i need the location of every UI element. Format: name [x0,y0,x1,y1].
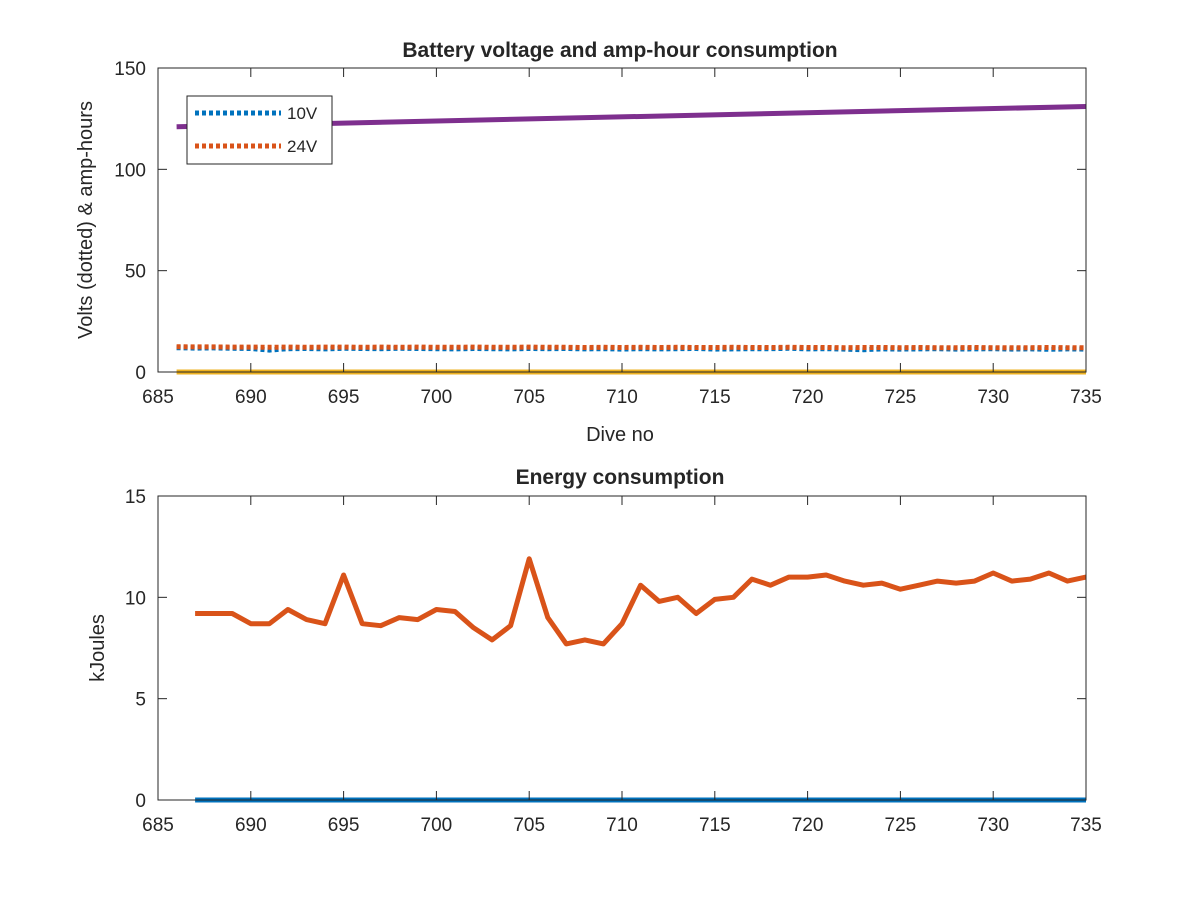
legend-label-24v: 24V [287,137,318,156]
x-tick-label: 720 [792,815,824,836]
chart-title: Battery voltage and amp-hour consumption [402,39,837,62]
x-tick-label: 725 [885,815,917,836]
x-tick-label: 700 [421,815,453,836]
chart-title: Energy consumption [516,466,725,489]
battery-panel: Battery voltage and amp-hour consumption… [75,39,1102,446]
ticks-layer: 685 690 695 700 705 710 715 720 725 730 735 0 50 100 1… [114,59,1102,408]
y-axis-label: Volts (dotted) & amp-hours [75,101,97,339]
x-tick-label: 710 [606,387,638,408]
x-tick-label: 710 [606,815,638,836]
series-line-0 [195,556,1087,647]
x-tick-label: 730 [977,387,1009,408]
x-tick-label: 695 [328,387,360,408]
y-tick-label: 5 [135,690,146,711]
y-tick-label: 50 [125,262,146,283]
legend-box [186,95,333,165]
x-tick-label: 735 [1070,815,1102,836]
y-tick-label: 0 [135,363,146,384]
y-axis-label: kJoules [87,614,109,682]
y-tick-label: 100 [114,160,146,181]
y-tick-label: 10 [125,588,146,609]
series-line-24v [176,344,1086,351]
x-tick-label: 695 [328,815,360,836]
ticks-layer: 685 690 695 700 705 710 715 720 725 730 735 0 5 10 15 [125,487,1102,836]
x-tick-label: 715 [699,815,731,836]
x-tick-label: 705 [513,387,545,408]
y-tick-label: 150 [114,59,146,80]
x-tick-label: 690 [235,387,267,408]
x-tick-label: 700 [421,387,453,408]
x-tick-label: 725 [885,387,917,408]
x-tick-label: 735 [1070,387,1102,408]
x-tick-label: 715 [699,387,731,408]
x-tick-label: 685 [142,387,174,408]
legend-label-10v: 10V [287,104,318,123]
x-tick-label: 705 [513,815,545,836]
energy-panel: Energy consumption 685 690 695 700 705 710 715… [87,466,1102,836]
x-tick-label: 720 [792,387,824,408]
y-tick-label: 15 [125,487,146,508]
legend: 10V 24V [186,95,333,165]
x-tick-label: 685 [142,815,174,836]
plot-area [158,496,1086,800]
x-axis-label: Dive no [586,424,654,446]
x-tick-label: 730 [977,815,1009,836]
y-tick-label: 0 [135,791,146,812]
x-tick-label: 690 [235,815,267,836]
